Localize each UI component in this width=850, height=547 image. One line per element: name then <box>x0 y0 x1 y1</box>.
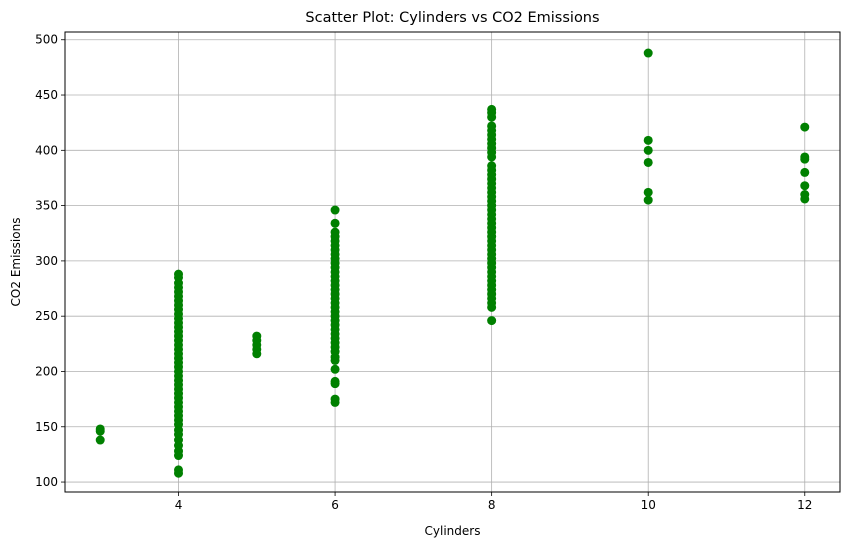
data-point <box>800 152 810 162</box>
y-tick-label: 450 <box>35 88 58 102</box>
data-point <box>95 424 105 434</box>
data-point <box>330 227 340 237</box>
data-point <box>643 48 653 58</box>
x-tick-label: 10 <box>641 498 656 512</box>
data-point <box>330 218 340 228</box>
plot-frame <box>64 31 841 493</box>
x-tick-label: 6 <box>331 498 339 512</box>
data-point <box>800 181 810 191</box>
x-axis-ticks: 4 6 8 10 12 <box>175 492 812 512</box>
x-axis-label: Cylinders <box>425 524 481 538</box>
data-point <box>643 187 653 197</box>
data-point <box>487 316 497 326</box>
grid-lines <box>65 32 840 492</box>
data-point <box>643 195 653 205</box>
data-point <box>487 161 497 171</box>
y-tick-label: 500 <box>35 33 58 47</box>
x-tick-label: 12 <box>797 498 812 512</box>
data-point <box>330 376 340 386</box>
data-point <box>643 135 653 145</box>
data-point <box>330 205 340 215</box>
x-tick-label: 4 <box>175 498 183 512</box>
data-point <box>487 121 497 131</box>
data-point <box>800 122 810 132</box>
data-points <box>95 48 810 478</box>
data-point <box>643 157 653 167</box>
x-tick-label: 8 <box>488 498 496 512</box>
data-point <box>95 435 105 445</box>
y-tick-label: 100 <box>35 475 58 489</box>
data-point <box>330 394 340 404</box>
data-point <box>174 465 184 475</box>
y-tick-label: 300 <box>35 254 58 268</box>
y-axis-ticks: 100 150 200 250 300 350 400 450 500 <box>35 33 65 489</box>
y-tick-label: 400 <box>35 143 58 157</box>
data-point <box>487 104 497 114</box>
data-point <box>174 269 184 279</box>
y-tick-label: 350 <box>35 199 58 213</box>
y-axis-label: CO2 Emissions <box>9 218 23 307</box>
chart-title: Scatter Plot: Cylinders vs CO2 Emissions <box>305 10 599 26</box>
data-point <box>330 364 340 374</box>
data-point <box>643 145 653 155</box>
y-tick-label: 200 <box>35 364 58 378</box>
data-point <box>800 190 810 200</box>
y-tick-label: 150 <box>35 420 58 434</box>
data-point <box>800 167 810 177</box>
y-tick-label: 250 <box>35 309 58 323</box>
data-point <box>252 331 262 341</box>
